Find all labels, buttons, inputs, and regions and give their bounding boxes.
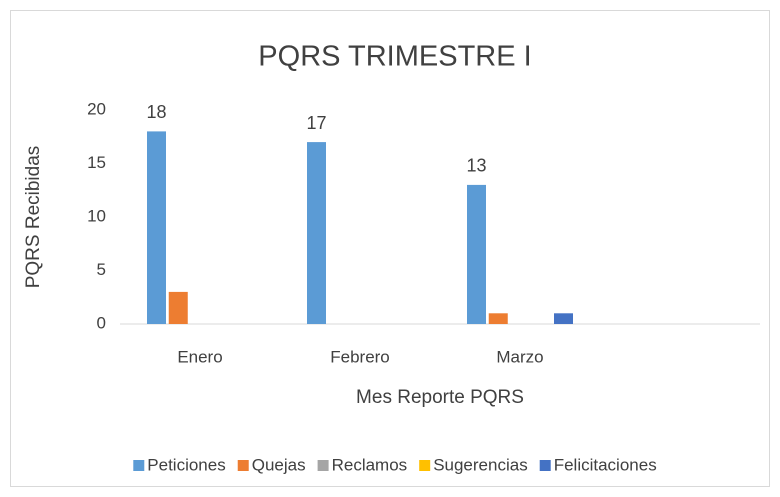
data-label: 13: [466, 156, 486, 176]
chart-border: [10, 10, 770, 487]
legend-swatch: [317, 460, 329, 471]
bar: [168, 291, 188, 324]
x-tick-label: Febrero: [330, 347, 390, 366]
legend-swatch: [419, 460, 431, 471]
legend-swatch: [237, 460, 249, 471]
y-tick-label: 15: [87, 153, 106, 172]
legend-label: Peticiones: [147, 455, 225, 474]
bar: [488, 313, 508, 324]
legend-label: Sugerencias: [433, 455, 528, 474]
legend-swatch: [539, 460, 551, 471]
bar: [554, 313, 573, 324]
legend-label: Quejas: [252, 455, 306, 474]
bar: [307, 142, 326, 324]
x-axis-label: Mes Reporte PQRS: [356, 387, 524, 408]
chart-title: PQRS TRIMESTRE I: [258, 41, 531, 73]
legend-label: Reclamos: [332, 455, 408, 474]
y-tick-label: 20: [87, 99, 106, 118]
bar: [467, 184, 486, 324]
legend-swatch: [133, 460, 145, 471]
y-axis-label: PQRS Recibidas: [23, 146, 44, 289]
y-tick-label: 10: [87, 206, 106, 225]
legend-label: Felicitaciones: [554, 455, 657, 474]
x-tick-label: Enero: [177, 347, 222, 366]
y-tick-label: 5: [97, 260, 106, 279]
data-label: 18: [146, 102, 166, 122]
data-label: 17: [306, 113, 326, 133]
y-tick-label: 0: [97, 313, 106, 332]
bar: [147, 131, 166, 324]
x-tick-label: Marzo: [496, 347, 543, 366]
